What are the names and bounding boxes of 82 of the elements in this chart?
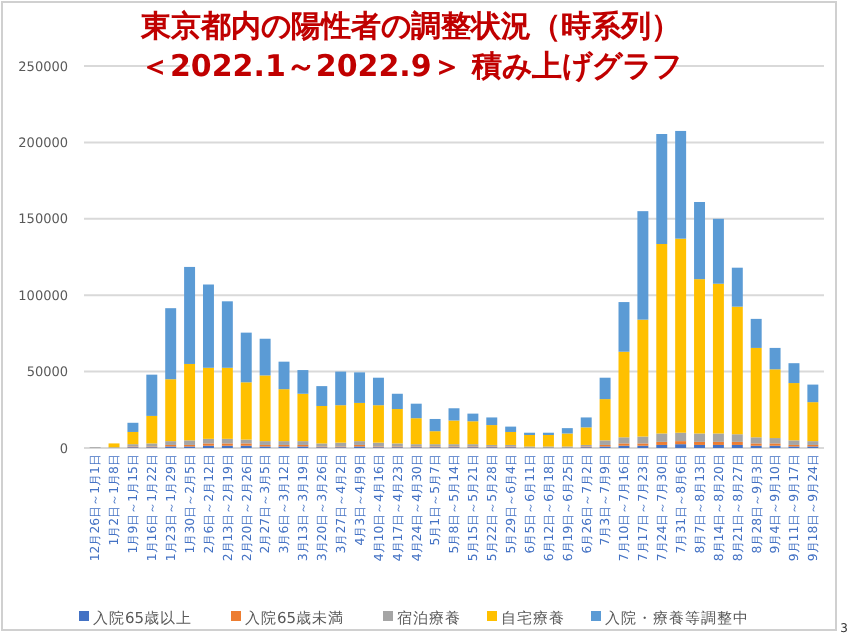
bar [599,399,611,441]
bar [297,393,309,442]
bar [240,332,252,383]
bar [354,402,366,442]
bar [372,405,384,443]
bar [675,432,687,442]
bar [505,426,517,432]
bar [146,374,158,416]
bar [524,435,536,447]
bar [410,418,422,445]
bar [656,244,668,434]
bar [467,413,479,422]
bar [731,434,743,442]
chart-subtitle: ＜2022.1～2022.9＞ 積み上げグラフ [140,48,682,84]
bar [712,283,724,434]
chart-title: 東京都内の陽性者の調整状況（時系列） [139,8,681,44]
bar [542,435,554,447]
bar [467,421,479,445]
bar [448,408,460,421]
bar [788,363,800,384]
bar [694,201,706,280]
bar [807,384,819,403]
bar [694,279,706,434]
bar [278,389,290,442]
bar [769,369,781,439]
bar [240,382,252,440]
bar [165,308,177,380]
bar [410,403,422,419]
bar [656,134,668,245]
bar [429,418,441,432]
bar [807,402,819,442]
bar [391,409,403,444]
bar [184,266,196,364]
bar [354,372,366,403]
bar [165,379,177,442]
bar [316,405,328,444]
bar [316,386,328,406]
bar [448,420,460,445]
bar [637,211,649,320]
bar [486,417,498,426]
bar [599,377,611,400]
bar [750,437,762,444]
bar [618,351,630,438]
bar [259,375,271,442]
bar [788,383,800,441]
bar [202,284,214,368]
bar [561,428,573,434]
bar [297,370,309,394]
bar [146,415,158,444]
bar [505,431,517,445]
bar [561,433,573,447]
bar [656,433,668,442]
bar [127,431,139,445]
bar [750,347,762,438]
bar [335,405,347,443]
bar [372,377,384,406]
bar [391,393,403,410]
bar [278,361,290,390]
bar [580,417,592,428]
bar [618,437,630,444]
bar [750,318,762,348]
bar [675,238,687,433]
bar [580,427,592,445]
bar [184,363,196,441]
bar [221,301,233,368]
bar [486,425,498,445]
bar [712,218,724,284]
bar [637,319,649,437]
bar [731,267,743,307]
bar [127,422,139,432]
bar [259,338,271,376]
bar [202,367,214,439]
bar [335,371,347,406]
bar [712,433,724,442]
bar [731,306,743,435]
bar [769,438,781,444]
bar [618,302,630,352]
bar [221,367,233,439]
bar [694,433,706,442]
bar [769,347,781,370]
bar [429,431,441,445]
bar [675,130,687,239]
